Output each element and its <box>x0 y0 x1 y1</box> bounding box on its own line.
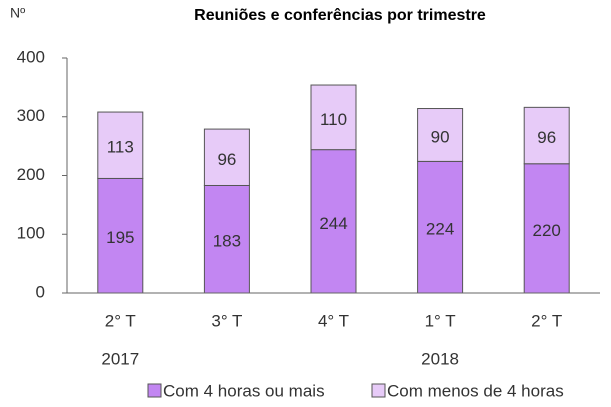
year-label: 2018 <box>421 349 459 368</box>
data-label: 183 <box>213 232 241 251</box>
x-tick-label: 2° T <box>105 311 136 330</box>
bar-segment <box>203 184 250 294</box>
x-tick-label: 4° T <box>318 311 349 330</box>
data-label: 96 <box>537 128 556 147</box>
y-axis-label: Nº <box>10 5 25 21</box>
x-tick-label: 3° T <box>211 311 242 330</box>
y-tick-label: 0 <box>36 282 45 301</box>
chart-title: Reuniões e conferências por trimestre <box>194 7 486 24</box>
bar-segment <box>97 111 144 179</box>
y-tick-label: 300 <box>17 106 45 125</box>
data-label: 110 <box>320 110 347 129</box>
bar-segment <box>203 128 250 186</box>
legend-swatch <box>371 383 386 398</box>
data-label: 224 <box>426 220 454 239</box>
y-tick-label: 200 <box>17 165 45 184</box>
bar-segment <box>523 106 570 165</box>
bar-segment <box>417 108 464 162</box>
data-label: 195 <box>106 228 134 247</box>
year-label: 2017 <box>101 349 139 368</box>
data-label: 90 <box>431 127 450 146</box>
data-label: 244 <box>319 214 347 233</box>
data-label: 113 <box>107 138 134 157</box>
y-tick-label: 400 <box>17 47 45 66</box>
x-tick-label: 1° T <box>425 311 456 330</box>
legend-label: Com menos de 4 horas <box>387 381 564 400</box>
bar-segment <box>310 149 357 294</box>
y-tick-label: 100 <box>17 224 45 243</box>
bar-segment <box>310 84 357 151</box>
legend-swatch <box>147 383 162 398</box>
x-tick-label: 2° T <box>531 311 562 330</box>
bar-segment <box>417 160 464 294</box>
data-label: 96 <box>217 150 236 169</box>
legend-label: Com 4 horas ou mais <box>163 381 325 400</box>
data-label: 220 <box>533 221 561 240</box>
